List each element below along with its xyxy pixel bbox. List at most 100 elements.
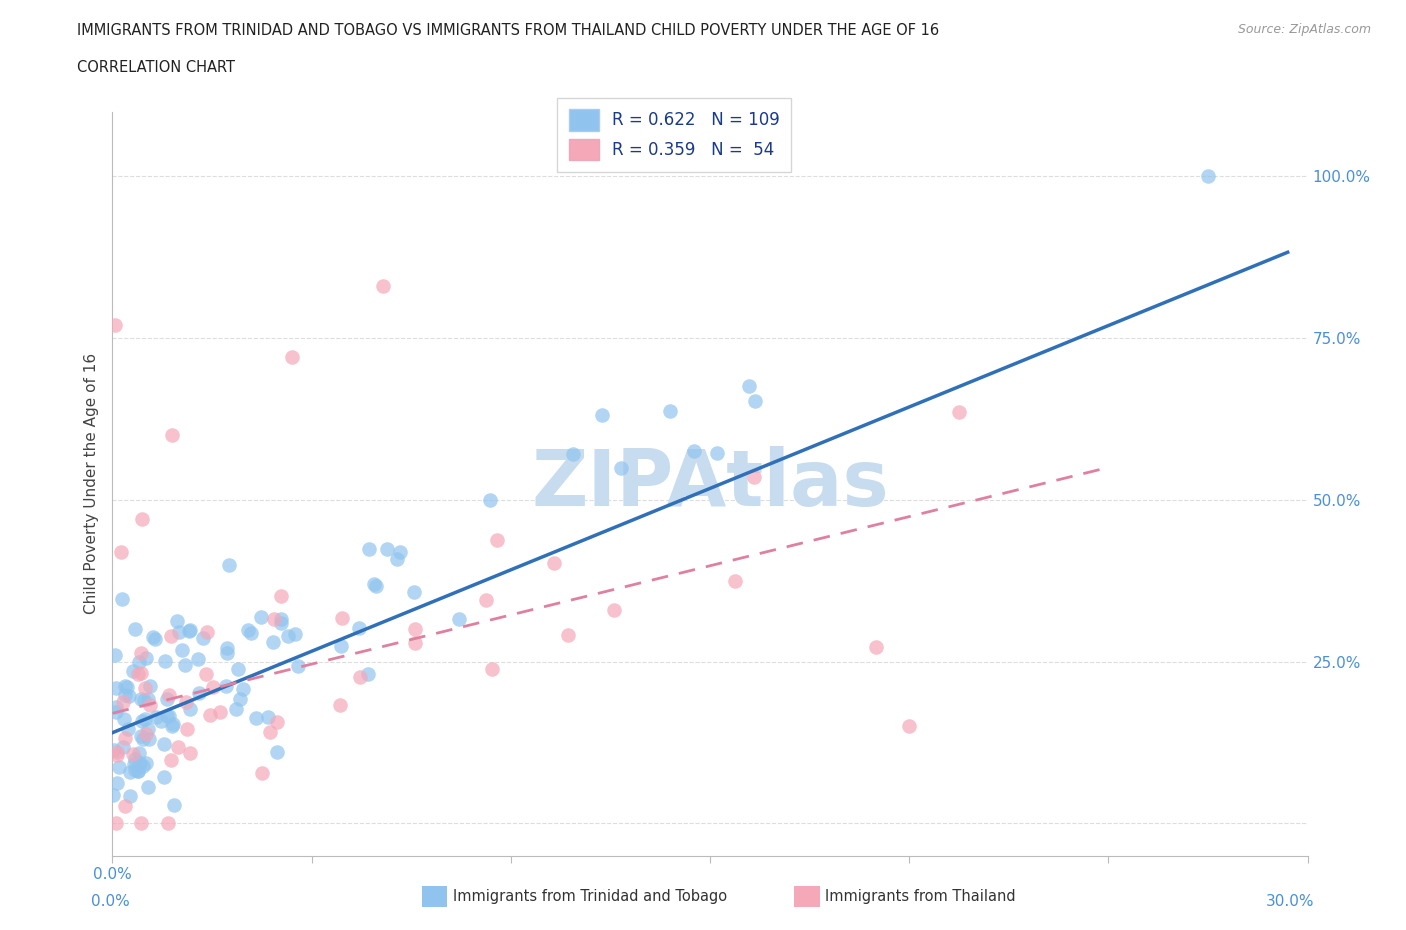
Point: [142, 630, 165, 644]
Point: [385, 551, 408, 566]
Point: [329, 639, 352, 654]
Point: [105, 776, 128, 790]
Point: [252, 765, 274, 780]
Point: [602, 603, 624, 618]
Point: [105, 681, 128, 696]
Point: [156, 692, 179, 707]
Point: [270, 611, 292, 626]
Point: [127, 764, 149, 778]
Point: [145, 710, 167, 724]
Point: [149, 713, 172, 728]
Point: [162, 717, 184, 732]
Point: [124, 751, 146, 766]
Point: [127, 764, 149, 778]
Point: [124, 763, 146, 777]
Point: [865, 640, 887, 655]
Point: [724, 574, 747, 589]
Text: IMMIGRANTS FROM TRINIDAD AND TOBAGO VS IMMIGRANTS FROM THAILAND CHILD POVERTY UN: IMMIGRANTS FROM TRINIDAD AND TOBAGO VS I…: [77, 23, 939, 38]
Point: [167, 739, 190, 754]
Point: [129, 666, 152, 681]
Point: [110, 544, 132, 559]
Point: [364, 579, 387, 594]
Point: [188, 686, 211, 701]
Point: [191, 631, 214, 645]
Point: [105, 745, 128, 760]
Point: [136, 779, 159, 794]
Point: [404, 636, 426, 651]
Point: [287, 658, 309, 673]
Point: [659, 404, 682, 418]
Point: [257, 710, 280, 724]
Point: [134, 680, 156, 695]
Point: [135, 650, 157, 665]
Point: [250, 609, 273, 624]
Point: [357, 667, 380, 682]
Point: [105, 700, 128, 715]
Point: [120, 789, 142, 804]
Point: [744, 393, 766, 408]
Point: [742, 470, 765, 485]
Point: [262, 634, 284, 649]
Point: [447, 612, 470, 627]
Point: [266, 715, 288, 730]
Point: [706, 445, 728, 460]
Point: [114, 678, 136, 693]
Point: [114, 730, 136, 745]
Point: [187, 652, 209, 667]
Text: Immigrants from Thailand: Immigrants from Thailand: [825, 889, 1017, 904]
Point: [131, 732, 153, 747]
Point: [129, 645, 152, 660]
Point: [215, 678, 238, 693]
Point: [404, 584, 426, 599]
Point: [121, 747, 143, 762]
Point: [179, 702, 201, 717]
Point: [229, 692, 252, 707]
Point: [160, 629, 183, 644]
Text: CORRELATION CHART: CORRELATION CHART: [77, 60, 235, 75]
Point: [134, 711, 156, 726]
Point: [117, 680, 139, 695]
Point: [259, 725, 281, 740]
Point: [179, 622, 201, 637]
Point: [201, 680, 224, 695]
Point: [160, 719, 183, 734]
Point: [135, 726, 157, 741]
Point: [156, 708, 179, 723]
Text: Immigrants from Trinidad and Tobago: Immigrants from Trinidad and Tobago: [453, 889, 727, 904]
Point: [101, 787, 124, 802]
Point: [173, 658, 195, 672]
Point: [136, 692, 159, 707]
Point: [105, 816, 128, 830]
Point: [948, 405, 970, 419]
Point: [562, 446, 585, 461]
Point: [104, 647, 127, 662]
Text: 0.0%: 0.0%: [91, 894, 131, 909]
Point: [122, 756, 145, 771]
Point: [167, 625, 190, 640]
Point: [236, 622, 259, 637]
Point: [120, 765, 142, 780]
Y-axis label: Child Poverty Under the Age of 16: Child Poverty Under the Age of 16: [84, 353, 100, 614]
Point: [404, 621, 426, 636]
Point: [557, 627, 579, 642]
Point: [132, 759, 155, 774]
Point: [138, 731, 160, 746]
Point: [281, 350, 304, 365]
Point: [139, 698, 162, 712]
Point: [104, 705, 127, 720]
Point: [104, 318, 127, 333]
Point: [682, 444, 704, 458]
Point: [359, 542, 381, 557]
Point: [388, 544, 411, 559]
Point: [609, 460, 631, 475]
Point: [131, 512, 153, 526]
Point: [155, 654, 177, 669]
Point: [136, 722, 159, 737]
Point: [194, 667, 217, 682]
Point: [375, 542, 398, 557]
Point: [225, 701, 247, 716]
Point: [112, 711, 135, 726]
Point: [160, 428, 183, 443]
Point: [122, 664, 145, 679]
Point: [166, 614, 188, 629]
